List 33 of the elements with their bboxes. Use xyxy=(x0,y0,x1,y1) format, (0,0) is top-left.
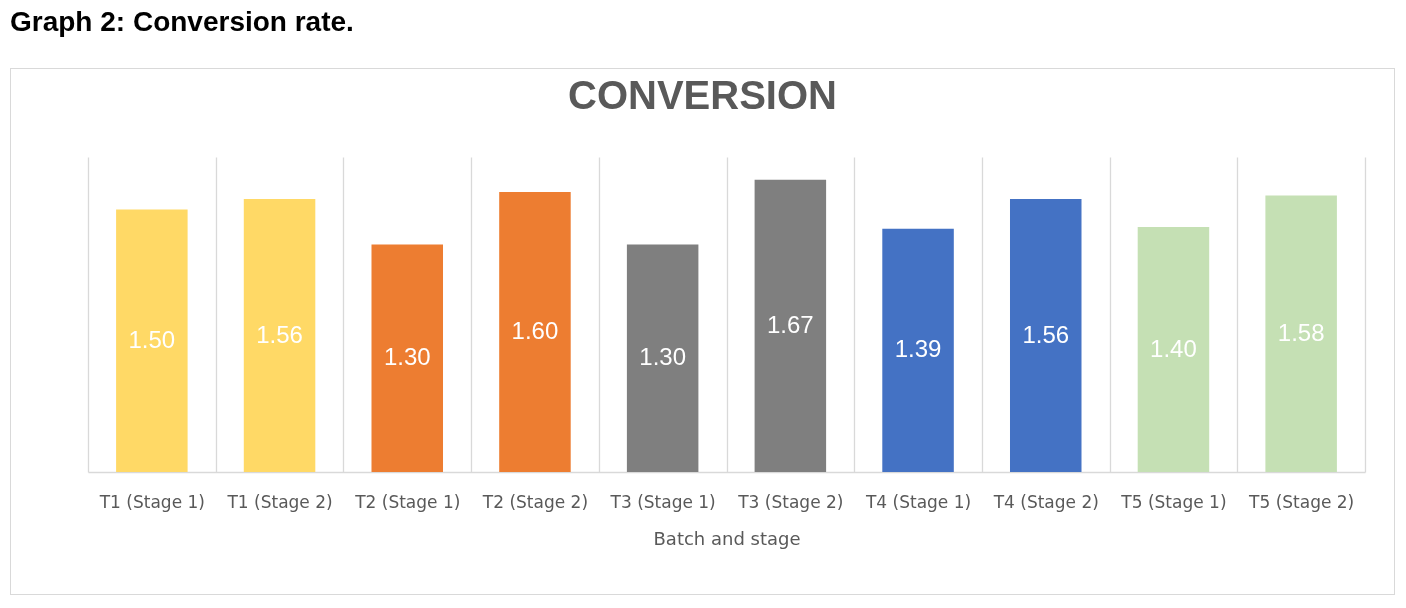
chart-title: CONVERSION xyxy=(568,73,837,117)
bar xyxy=(499,192,571,472)
x-tick-label: T1 (Stage 2) xyxy=(226,491,333,512)
data-label: 1.40 xyxy=(1150,334,1197,362)
data-label: 1.60 xyxy=(511,317,559,344)
data-label: 1.56 xyxy=(1022,320,1070,348)
data-label: 1.67 xyxy=(766,310,814,338)
bar xyxy=(1137,227,1210,472)
x-tick-label: T4 (Stage 1) xyxy=(864,491,972,512)
caption: Graph 2: Conversion rate. xyxy=(10,6,354,37)
bar xyxy=(1009,199,1082,472)
x-tick-label: T2 (Stage 2) xyxy=(481,491,589,512)
data-label: 1.56 xyxy=(256,320,303,348)
x-tick-label: T2 (Stage 1) xyxy=(354,491,461,512)
data-label: 1.39 xyxy=(894,335,942,363)
x-axis-title: Batch and stage xyxy=(653,527,801,549)
data-label: 1.30 xyxy=(639,343,687,371)
x-tick-label: T3 (Stage 1) xyxy=(609,491,716,512)
x-tick-label: T5 (Stage 1) xyxy=(1120,491,1227,512)
bar xyxy=(1265,195,1337,472)
data-label: 1.30 xyxy=(383,343,431,371)
x-tick-label: T4 (Stage 2) xyxy=(992,491,1099,512)
bar xyxy=(882,228,954,472)
x-tick-label: T1 (Stage 1) xyxy=(98,491,205,512)
bar xyxy=(116,209,188,472)
x-tick-label: T5 (Stage 2) xyxy=(1248,491,1355,512)
data-label: 1.50 xyxy=(128,325,176,353)
bar xyxy=(626,244,699,472)
bar xyxy=(371,244,444,472)
x-tick-label: T3 (Stage 2) xyxy=(737,491,844,512)
bar xyxy=(754,179,827,472)
data-label: 1.58 xyxy=(1277,318,1325,346)
bar xyxy=(243,199,316,472)
